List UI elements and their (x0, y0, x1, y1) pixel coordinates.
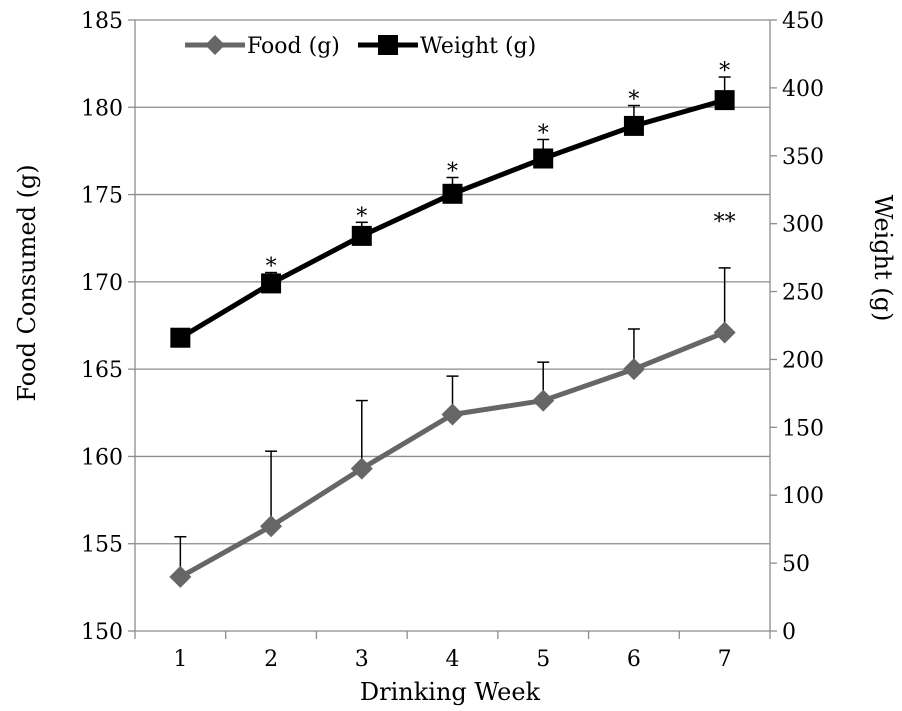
food-point (532, 389, 555, 412)
significance-annotation: * (356, 204, 367, 229)
y-axis-left-title: Food Consumed (g) (13, 164, 41, 401)
significance-annotation: * (628, 88, 639, 113)
y-left-tick-label: 155 (81, 533, 123, 558)
legend: Food (g) Weight (g) (185, 34, 536, 59)
weight-point (442, 183, 463, 204)
significance-annotation: ** (714, 210, 736, 235)
legend-food-marker (205, 35, 225, 55)
x-tick-label: 1 (173, 647, 187, 672)
y-right-tick-label: 100 (782, 484, 824, 509)
food-point (622, 358, 645, 381)
x-tick-label: 6 (627, 647, 641, 672)
axes: 1501551601651701751801850501001502002503… (81, 9, 824, 672)
food-point (260, 515, 283, 538)
x-tick-label: 7 (718, 647, 732, 672)
y-right-tick-label: 450 (782, 9, 824, 34)
y-right-tick-label: 300 (782, 213, 824, 238)
weight-point (170, 327, 191, 348)
weight-point (351, 225, 372, 246)
significance-annotation: * (447, 160, 458, 185)
food-point (169, 565, 192, 588)
x-tick-label: 3 (355, 647, 369, 672)
legend-weight-marker (378, 35, 398, 55)
y-right-tick-label: 200 (782, 348, 824, 373)
x-tick-label: 2 (264, 647, 278, 672)
legend-weight-label: Weight (g) (420, 34, 536, 59)
y-axis-right-title: Weight (g) (869, 195, 897, 322)
y-left-tick-label: 165 (81, 358, 123, 383)
y-right-tick-label: 0 (782, 620, 796, 645)
y-left-tick-label: 150 (81, 620, 123, 645)
significance-annotation: * (538, 121, 549, 146)
weight-point (533, 148, 554, 169)
y-right-tick-label: 250 (782, 281, 824, 306)
y-right-tick-label: 150 (782, 416, 824, 441)
weight-point (261, 273, 282, 294)
x-tick-label: 4 (446, 647, 460, 672)
food-point (350, 457, 373, 480)
food-point (713, 321, 736, 344)
weight-point (623, 115, 644, 136)
error-bars (174, 76, 731, 577)
y-left-tick-label: 170 (81, 271, 123, 296)
y-left-tick-label: 175 (81, 184, 123, 209)
weight-point (714, 90, 735, 111)
grid (135, 19, 770, 545)
y-right-tick-label: 50 (782, 552, 810, 577)
significance-annotation: * (266, 255, 277, 280)
y-left-tick-label: 185 (81, 9, 123, 34)
legend-food-label: Food (g) (247, 34, 340, 59)
x-tick-label: 5 (536, 647, 550, 672)
series-markers (169, 90, 736, 588)
y-right-tick-label: 400 (782, 77, 824, 102)
significance-annotation: * (719, 59, 730, 84)
y-left-tick-label: 160 (81, 445, 123, 470)
y-right-tick-label: 350 (782, 145, 824, 170)
food-point (441, 403, 464, 426)
annotations: ******** (266, 59, 736, 280)
x-axis-title: Drinking Week (360, 678, 541, 706)
y-left-tick-label: 180 (81, 96, 123, 121)
